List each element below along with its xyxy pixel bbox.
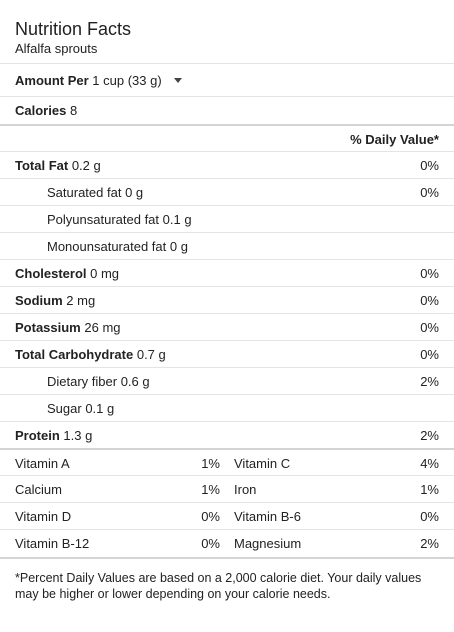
nutrient-row-sodium: Sodium 2 mg 0% bbox=[0, 286, 454, 313]
nutrient-label: Potassium bbox=[15, 320, 81, 335]
vitamin-pct: 4% bbox=[420, 456, 439, 471]
nutrient-value: 0.1 g bbox=[85, 401, 115, 416]
vitamin-pct: 1% bbox=[201, 482, 220, 497]
vitamin-label: Vitamin B-12 bbox=[15, 536, 90, 551]
nutrient-pct: 0% bbox=[420, 158, 439, 173]
daily-value-header-row: % Daily Value* bbox=[0, 124, 454, 151]
nutrient-label: Cholesterol bbox=[15, 266, 87, 281]
nutrient-value: 1.3 g bbox=[63, 428, 93, 443]
serving-selector[interactable]: 1 cup (33 g) bbox=[92, 73, 182, 88]
amount-row: Amount Per 1 cup (33 g) bbox=[0, 63, 454, 96]
nutrient-pct: 0% bbox=[420, 320, 439, 335]
food-name: Alfalfa sprouts bbox=[15, 41, 98, 56]
nutrient-value: 0.7 g bbox=[136, 347, 166, 362]
vitamin-pct: 1% bbox=[420, 482, 439, 497]
nutrient-value: 0.6 g bbox=[120, 374, 150, 389]
amount-label: Amount Per bbox=[15, 73, 89, 88]
footnote: *Percent Daily Values are based on a 2,0… bbox=[15, 571, 422, 601]
vitamin-pct: 0% bbox=[420, 509, 439, 524]
vitamin-label: Magnesium bbox=[234, 536, 302, 551]
vitamin-row: Vitamin B-12 0% Magnesium 2% bbox=[0, 529, 454, 556]
nutrient-row-polyunsaturated-fat: Polyunsaturated fat 0.1 g bbox=[0, 205, 454, 232]
nutrient-label: Dietary fiber bbox=[47, 374, 118, 389]
header: Nutrition Facts Alfalfa sprouts bbox=[0, 0, 454, 58]
vitamin-label: Vitamin D bbox=[15, 509, 72, 524]
page-title: Nutrition Facts bbox=[15, 19, 132, 39]
vitamin-label: Vitamin C bbox=[234, 456, 291, 471]
nutrient-row-cholesterol: Cholesterol 0 mg 0% bbox=[0, 259, 454, 286]
chevron-down-icon bbox=[173, 78, 182, 84]
nutrient-row-monounsaturated-fat: Monounsaturated fat 0 g bbox=[0, 232, 454, 259]
nutrient-row-saturated-fat: Saturated fat 0 g 0% bbox=[0, 178, 454, 205]
vitamin-label: Calcium bbox=[15, 482, 62, 497]
nutrient-pct: 2% bbox=[420, 374, 439, 389]
nutrient-pct: 0% bbox=[420, 347, 439, 362]
vitamin-row: Calcium 1% Iron 1% bbox=[0, 475, 454, 502]
vitamin-pct: 2% bbox=[420, 536, 439, 551]
vitamin-label: Vitamin B-6 bbox=[234, 509, 301, 524]
vitamin-row: Vitamin D 0% Vitamin B-6 0% bbox=[0, 502, 454, 529]
nutrient-value: 2 mg bbox=[66, 293, 96, 308]
nutrient-row-sugar: Sugar 0.1 g bbox=[0, 394, 454, 421]
nutrient-label: Sodium bbox=[15, 293, 63, 308]
nutrient-row-dietary-fiber: Dietary fiber 0.6 g 2% bbox=[0, 367, 454, 394]
nutrient-label: Monounsaturated fat bbox=[47, 239, 167, 254]
nutrient-row-protein: Protein 1.3 g 2% bbox=[0, 421, 454, 448]
vitamin-row: Vitamin A 1% Vitamin C 4% bbox=[0, 448, 454, 475]
vitamin-label: Iron bbox=[234, 482, 257, 497]
nutrient-label: Saturated fat bbox=[47, 185, 122, 200]
calories-label: Calories bbox=[15, 103, 67, 118]
vitamin-pct: 0% bbox=[201, 536, 220, 551]
nutrient-label: Protein bbox=[15, 428, 60, 443]
serving-value: 1 cup (33 g) bbox=[92, 73, 162, 88]
nutrient-value: 0 g bbox=[125, 185, 144, 200]
calories-value: 8 bbox=[69, 103, 78, 118]
vitamin-pct: 0% bbox=[201, 509, 220, 524]
nutrition-rows: Amount Per 1 cup (33 g) Calories 8 % Dai… bbox=[0, 63, 454, 556]
nutrient-pct: 0% bbox=[420, 185, 439, 200]
nutrient-pct: 2% bbox=[420, 428, 439, 443]
calories-row: Calories 8 bbox=[0, 96, 454, 124]
nutrient-value: 0.1 g bbox=[162, 212, 192, 227]
vitamin-pct: 1% bbox=[201, 456, 220, 471]
nutrient-value: 26 mg bbox=[84, 320, 121, 335]
footnote-divider bbox=[0, 557, 454, 559]
nutrient-label: Polyunsaturated fat bbox=[47, 212, 160, 227]
nutrient-value: 0 mg bbox=[90, 266, 120, 281]
nutrient-label: Sugar bbox=[47, 401, 82, 416]
daily-value-header: % Daily Value* bbox=[350, 132, 439, 147]
nutrient-row-total-fat: Total Fat 0.2 g 0% bbox=[0, 151, 454, 178]
nutrient-pct: 0% bbox=[420, 266, 439, 281]
nutrient-value: 0.2 g bbox=[71, 158, 101, 173]
nutrient-label: Total Carbohydrate bbox=[15, 347, 134, 362]
nutrient-value: 0 g bbox=[169, 239, 188, 254]
nutrient-row-total-carbohydrate: Total Carbohydrate 0.7 g 0% bbox=[0, 340, 454, 367]
nutrient-label: Total Fat bbox=[15, 158, 69, 173]
nutrient-row-potassium: Potassium 26 mg 0% bbox=[0, 313, 454, 340]
vitamin-label: Vitamin A bbox=[15, 456, 70, 471]
nutrient-pct: 0% bbox=[420, 293, 439, 308]
